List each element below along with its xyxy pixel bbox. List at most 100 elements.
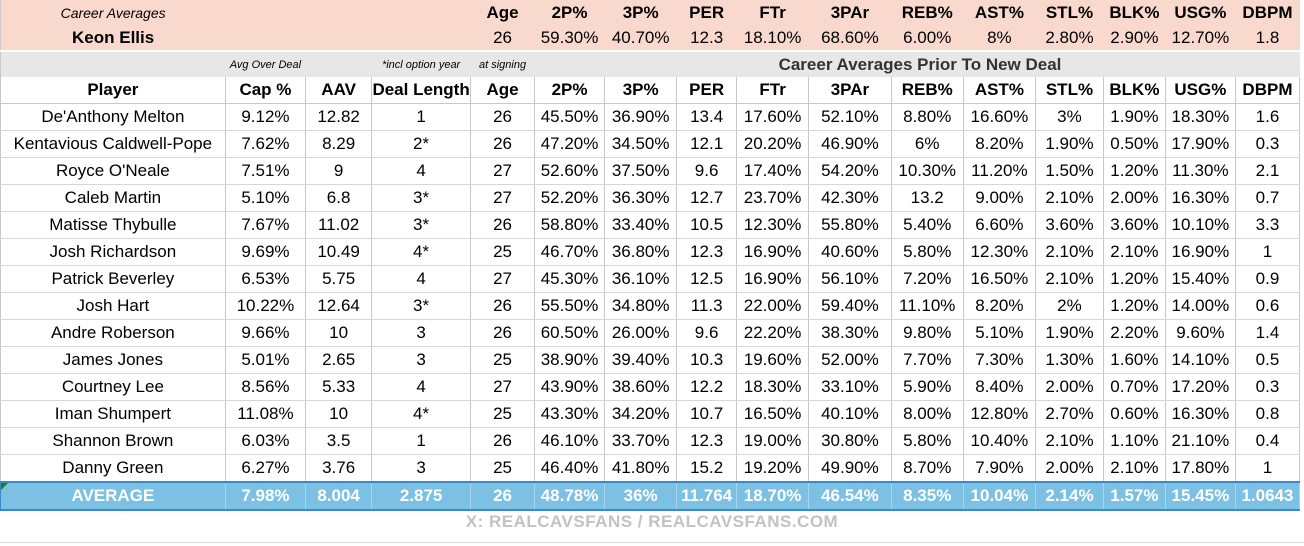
stat-cell[interactable]: 1.50% <box>1035 157 1104 185</box>
stat-cell[interactable]: 6% <box>891 130 964 158</box>
stat-cell[interactable]: 52.20% <box>534 184 606 212</box>
stat-cell[interactable]: 1.20% <box>1103 292 1166 320</box>
stat-cell[interactable]: 33.10% <box>808 373 892 401</box>
stat-cell[interactable]: 41.80% <box>604 454 678 483</box>
stat-cell[interactable]: 25 <box>470 454 535 483</box>
stat-cell[interactable]: 3% <box>1035 103 1104 131</box>
stat-cell[interactable]: 34.20% <box>604 400 678 428</box>
stat-cell[interactable]: 12.3 <box>676 427 738 455</box>
stat-cell[interactable]: 6.60% <box>963 211 1036 239</box>
stat-cell[interactable]: 36.10% <box>604 265 678 293</box>
stat-cell[interactable]: 16.30% <box>1165 400 1236 428</box>
stat-cell[interactable]: 2.10% <box>1103 454 1166 483</box>
stat-cell[interactable]: 10 <box>305 319 373 347</box>
stat-cell[interactable]: 38.60% <box>604 373 678 401</box>
stat-cell[interactable]: 43.30% <box>534 400 606 428</box>
stat-cell[interactable]: 15.2 <box>676 454 738 483</box>
stat-cell[interactable]: 8.29 <box>305 130 373 158</box>
stat-cell[interactable]: 10.5 <box>676 211 738 239</box>
stat-cell[interactable]: 0.70% <box>1103 373 1166 401</box>
player-name-cell[interactable]: James Jones <box>0 346 226 374</box>
player-name-cell[interactable]: Matisse Thybulle <box>0 211 226 239</box>
stat-cell[interactable]: 2.10% <box>1035 427 1104 455</box>
stat-cell[interactable]: 10.40% <box>963 427 1036 455</box>
stat-cell[interactable]: 60.50% <box>534 319 606 347</box>
average-cell[interactable]: 1.0643 <box>1235 481 1301 511</box>
stat-cell[interactable]: 17.90% <box>1165 130 1236 158</box>
stat-cell[interactable]: 2.1 <box>1235 157 1301 185</box>
stat-cell[interactable]: 5.40% <box>891 211 964 239</box>
stat-cell[interactable]: 42.30% <box>808 184 892 212</box>
stat-cell[interactable]: 27 <box>470 373 535 401</box>
stat-cell[interactable]: 11.02 <box>305 211 373 239</box>
stat-cell[interactable]: 10 <box>305 400 373 428</box>
stat-cell[interactable]: 33.70% <box>604 427 678 455</box>
stat-cell[interactable]: 9.60% <box>1165 319 1236 347</box>
stat-cell[interactable]: 16.30% <box>1165 184 1236 212</box>
stat-cell[interactable]: 26 <box>470 130 535 158</box>
average-label[interactable]: AVERAGE <box>0 481 226 511</box>
stat-cell[interactable]: 9.66% <box>225 319 307 347</box>
average-cell[interactable]: 18.70% <box>736 481 810 511</box>
stat-cell[interactable]: 39.40% <box>604 346 678 374</box>
average-cell[interactable]: 8.35% <box>891 481 964 511</box>
stat-cell[interactable]: 8.00% <box>891 400 964 428</box>
stat-cell[interactable]: 40.10% <box>808 400 892 428</box>
stat-cell[interactable]: 2.65 <box>305 346 373 374</box>
player-name-cell[interactable]: Andre Roberson <box>0 319 226 347</box>
stat-cell[interactable]: 0.5 <box>1235 346 1301 374</box>
column-header[interactable]: STL% <box>1035 77 1104 104</box>
stat-cell[interactable]: 1.20% <box>1103 265 1166 293</box>
player-name-cell[interactable]: Courtney Lee <box>0 373 226 401</box>
average-cell[interactable]: 10.04% <box>963 481 1036 511</box>
stat-cell[interactable]: 55.50% <box>534 292 606 320</box>
stat-cell[interactable]: 2.00% <box>1035 454 1104 483</box>
stat-cell[interactable]: 49.90% <box>808 454 892 483</box>
average-cell[interactable]: 15.45% <box>1165 481 1236 511</box>
stat-cell[interactable]: 12.82 <box>305 103 373 131</box>
stat-cell[interactable]: 16.90% <box>736 238 810 266</box>
stat-cell[interactable]: 8.40% <box>963 373 1036 401</box>
player-name-cell[interactable]: Caleb Martin <box>0 184 226 212</box>
stat-cell[interactable]: 12.80% <box>963 400 1036 428</box>
stat-cell[interactable]: 22.20% <box>736 319 810 347</box>
column-header[interactable]: DBPM <box>1235 77 1301 104</box>
stat-cell[interactable]: 22.00% <box>736 292 810 320</box>
stat-cell[interactable]: 5.80% <box>891 427 964 455</box>
stat-cell[interactable]: 46.40% <box>534 454 606 483</box>
stat-cell[interactable]: 17.80% <box>1165 454 1236 483</box>
stat-cell[interactable]: 18.30% <box>736 373 810 401</box>
player-name-cell[interactable]: Josh Richardson <box>0 238 226 266</box>
stat-cell[interactable]: 8.56% <box>225 373 307 401</box>
stat-cell[interactable]: 1.20% <box>1103 157 1166 185</box>
stat-cell[interactable]: 5.75 <box>305 265 373 293</box>
stat-cell[interactable]: 5.10% <box>963 319 1036 347</box>
player-name-cell[interactable]: Iman Shumpert <box>0 400 226 428</box>
stat-cell[interactable]: 8.20% <box>963 292 1036 320</box>
stat-cell[interactable]: 5.01% <box>225 346 307 374</box>
stat-cell[interactable]: 8.20% <box>963 130 1036 158</box>
stat-cell[interactable]: 58.80% <box>534 211 606 239</box>
stat-cell[interactable]: 27 <box>470 265 535 293</box>
stat-cell[interactable]: 5.10% <box>225 184 307 212</box>
stat-cell[interactable]: 11.20% <box>963 157 1036 185</box>
stat-cell[interactable]: 13.2 <box>891 184 964 212</box>
stat-cell[interactable]: 13.4 <box>676 103 738 131</box>
column-header[interactable]: Age <box>470 77 535 104</box>
stat-cell[interactable]: 12.7 <box>676 184 738 212</box>
stat-cell[interactable]: 14.00% <box>1165 292 1236 320</box>
average-cell[interactable]: 8.004 <box>305 481 373 511</box>
stat-cell[interactable]: 10.22% <box>225 292 307 320</box>
stat-cell[interactable]: 38.90% <box>534 346 606 374</box>
stat-cell[interactable]: 1 <box>1235 238 1301 266</box>
average-cell[interactable]: 36% <box>604 481 678 511</box>
stat-cell[interactable]: 34.80% <box>604 292 678 320</box>
stat-cell[interactable]: 1.10% <box>1103 427 1166 455</box>
column-header[interactable]: REB% <box>891 77 964 104</box>
stat-cell[interactable]: 12.30% <box>963 238 1036 266</box>
stat-cell[interactable]: 16.90% <box>1165 238 1236 266</box>
stat-cell[interactable]: 1.60% <box>1103 346 1166 374</box>
stat-cell[interactable]: 1.4 <box>1235 319 1301 347</box>
stat-cell[interactable]: 23.70% <box>736 184 810 212</box>
stat-cell[interactable]: 14.10% <box>1165 346 1236 374</box>
